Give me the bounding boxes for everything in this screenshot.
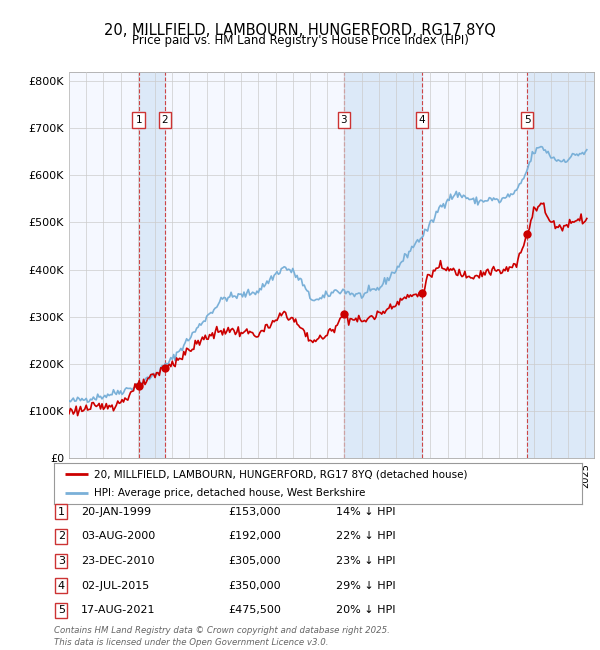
Text: 03-AUG-2000: 03-AUG-2000 [81, 531, 155, 541]
Text: 23% ↓ HPI: 23% ↓ HPI [336, 556, 395, 566]
Text: 4: 4 [58, 580, 65, 591]
Text: £475,500: £475,500 [228, 605, 281, 616]
Text: 14% ↓ HPI: 14% ↓ HPI [336, 506, 395, 517]
Text: £153,000: £153,000 [228, 506, 281, 517]
Bar [527, 72, 594, 458]
Text: £192,000: £192,000 [228, 531, 281, 541]
Text: 23-DEC-2010: 23-DEC-2010 [81, 556, 155, 566]
Text: 29% ↓ HPI: 29% ↓ HPI [336, 580, 395, 591]
Text: 17-AUG-2021: 17-AUG-2021 [81, 605, 155, 616]
Text: 2: 2 [58, 531, 65, 541]
Text: 22% ↓ HPI: 22% ↓ HPI [336, 531, 395, 541]
Text: 20, MILLFIELD, LAMBOURN, HUNGERFORD, RG17 8YQ (detached house): 20, MILLFIELD, LAMBOURN, HUNGERFORD, RG1… [94, 469, 467, 479]
Text: 1: 1 [58, 506, 65, 517]
Bar [344, 72, 422, 458]
Text: 5: 5 [58, 605, 65, 616]
Text: HPI: Average price, detached house, West Berkshire: HPI: Average price, detached house, West… [94, 488, 365, 498]
Text: 5: 5 [524, 115, 530, 125]
Text: 02-JUL-2015: 02-JUL-2015 [81, 580, 149, 591]
Text: 4: 4 [419, 115, 425, 125]
Text: 3: 3 [58, 556, 65, 566]
Text: 20-JAN-1999: 20-JAN-1999 [81, 506, 151, 517]
Text: 2: 2 [162, 115, 169, 125]
Text: Contains HM Land Registry data © Crown copyright and database right 2025.
This d: Contains HM Land Registry data © Crown c… [54, 626, 390, 647]
Text: 3: 3 [341, 115, 347, 125]
Text: 20% ↓ HPI: 20% ↓ HPI [336, 605, 395, 616]
Text: £350,000: £350,000 [228, 580, 281, 591]
Bar [139, 72, 165, 458]
Text: £305,000: £305,000 [228, 556, 281, 566]
Text: 20, MILLFIELD, LAMBOURN, HUNGERFORD, RG17 8YQ: 20, MILLFIELD, LAMBOURN, HUNGERFORD, RG1… [104, 23, 496, 38]
Text: 1: 1 [136, 115, 142, 125]
Text: Price paid vs. HM Land Registry's House Price Index (HPI): Price paid vs. HM Land Registry's House … [131, 34, 469, 47]
